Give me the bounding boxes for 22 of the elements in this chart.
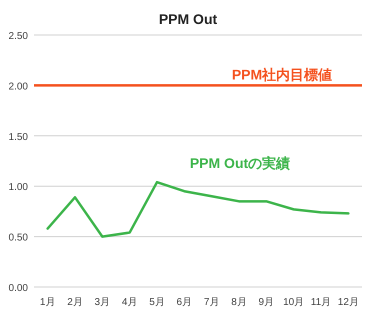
x-tick-label: 11月 <box>310 297 332 308</box>
x-tick-label: 7月 <box>204 297 220 308</box>
y-tick-label: 1.00 <box>8 182 28 194</box>
x-tick-label: 5月 <box>149 297 165 308</box>
x-tick-label: 1月 <box>40 297 56 308</box>
y-tick-label: 0.00 <box>8 283 28 294</box>
y-tick-label: 2.00 <box>8 81 28 92</box>
y-tick-label: 0.50 <box>8 232 28 244</box>
x-tick-label: 2月 <box>67 297 83 308</box>
series-label: PPM Outの実績 <box>190 155 290 172</box>
chart-title: PPM Out <box>158 11 218 27</box>
ref-line-label: PPM社内目標値 <box>232 66 332 82</box>
x-tick-label: 8月 <box>231 297 247 308</box>
x-tick-label: 4月 <box>122 297 138 308</box>
y-tick-label: 2.50 <box>8 31 28 42</box>
line-series <box>46 180 350 238</box>
x-tick-label: 6月 <box>176 297 192 308</box>
x-tick-label: 10月 <box>283 297 304 308</box>
x-tick-label: 12月 <box>338 297 359 308</box>
x-tick-label: 9月 <box>258 297 274 308</box>
y-tick-label: 1.50 <box>8 132 28 143</box>
x-tick-label: 3月 <box>94 297 110 308</box>
